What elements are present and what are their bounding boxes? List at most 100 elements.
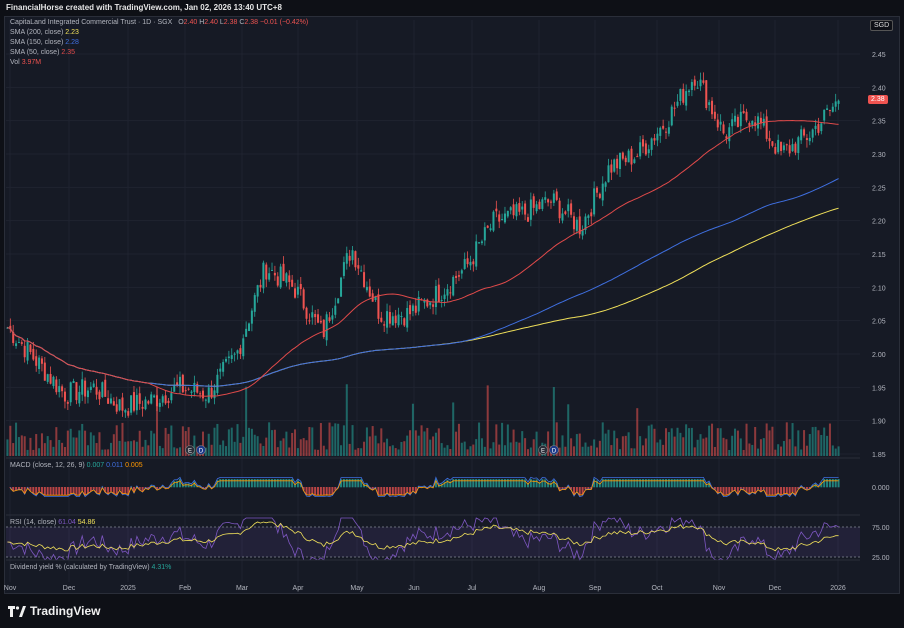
candle-body [305, 307, 308, 319]
volume-bar [141, 446, 144, 456]
macd-hist-bar [834, 479, 837, 488]
macd-hist-bar [222, 479, 225, 488]
candle-body [751, 120, 754, 125]
macd-hist-bar [777, 487, 780, 493]
volume-bar [696, 439, 699, 456]
volume-bar [719, 428, 722, 456]
candle-body [561, 213, 564, 221]
volume-bar [561, 435, 564, 456]
volume-bar [256, 436, 259, 456]
rsi-pane: 75.00 25.00 [6, 514, 890, 562]
candle-body [552, 193, 555, 203]
volume-bar [598, 440, 601, 456]
y-tick-label: 2.30 [872, 152, 886, 159]
tradingview-logo[interactable]: TradingView [8, 604, 100, 618]
volume-bar [460, 442, 463, 456]
volume-bar [95, 443, 98, 456]
macd-v3: 0.005 [125, 462, 143, 469]
chart-frame[interactable] [4, 16, 900, 594]
candle-body [785, 144, 788, 146]
sma200-legend[interactable]: SMA (200, close) 2.23 [10, 29, 79, 36]
vol-legend[interactable]: Vol 3.97M [10, 59, 41, 66]
macd-hist-bar [414, 487, 417, 493]
y-tick-label: 1.90 [872, 419, 886, 426]
volume-bar [242, 436, 245, 456]
symbol-legend[interactable]: CapitaLand Integrated Commercial Trust ·… [10, 19, 308, 26]
volume-bar [38, 448, 41, 456]
volume-bar [400, 442, 403, 456]
macd-hist-bar [699, 479, 702, 488]
volume-bar [75, 437, 78, 456]
candle-body [72, 380, 75, 384]
candle-body [466, 258, 469, 265]
grid-lines [6, 20, 860, 582]
volume-bar [138, 430, 141, 456]
macd-hist-bar [616, 479, 619, 488]
volume-bar [268, 422, 271, 456]
volume-bar [132, 440, 135, 456]
volume-bar [785, 422, 788, 456]
candle-body [115, 404, 118, 412]
macd-hist-bar [63, 487, 66, 496]
currency-badge[interactable]: SGD [870, 20, 894, 31]
candle-body [794, 143, 797, 153]
volume-bar [253, 434, 256, 456]
macd-hist-bar [176, 480, 179, 488]
volume-bar [207, 433, 210, 456]
volume-bar [771, 426, 774, 456]
macd-hist-bar [305, 487, 308, 495]
candle-body [831, 106, 834, 112]
candle-body [713, 111, 716, 119]
macd-hist-bar [443, 481, 446, 488]
macd-hist-bar [584, 487, 587, 490]
volume-bar [279, 440, 282, 456]
candle-body [417, 296, 420, 312]
macd-hist-bar [340, 479, 343, 488]
macd-hist-bar [828, 479, 831, 488]
volume-bar [230, 427, 233, 456]
candle-body [351, 250, 354, 261]
macd-hist-bar [722, 487, 725, 496]
volume-bar [104, 449, 107, 456]
candle-body [590, 212, 593, 217]
volume-bar [492, 442, 495, 456]
volume-bar [679, 432, 682, 456]
sma50-legend[interactable]: SMA (50, close) 2.35 [10, 49, 75, 56]
candle-body [489, 228, 492, 231]
macd-hist-bar [377, 487, 380, 496]
sma200-value: 2.23 [65, 29, 79, 36]
macd-hist-bar [713, 487, 716, 490]
candle-body [84, 380, 87, 397]
macd-hist-bar [633, 479, 636, 488]
macd-hist-bar [184, 483, 187, 488]
macd-hist-bar [457, 479, 460, 488]
volume-bar [650, 424, 653, 456]
candle-body [469, 261, 472, 266]
rsi-v2: 54.86 [77, 519, 96, 526]
macd-hist-bar [682, 479, 685, 488]
volume-bar [299, 439, 302, 456]
sma150-legend[interactable]: SMA (150, close) 2.28 [10, 39, 79, 46]
candle-body [633, 159, 636, 163]
y-tick-label: 2.15 [872, 252, 886, 259]
dividend-legend[interactable]: Dividend yield % (calculated by TradingV… [10, 564, 171, 571]
candle-body [363, 272, 366, 288]
macd-hist-bar [386, 487, 389, 493]
macd-legend[interactable]: MACD (close, 12, 26, 9) 0.007 0.011 0.00… [10, 462, 143, 469]
macd-hist-bar [627, 479, 630, 488]
macd-hist-bar [55, 487, 58, 496]
candle-body [26, 341, 29, 361]
macd-hist-bar [236, 479, 239, 488]
candle-body [800, 129, 803, 141]
rsi-legend[interactable]: RSI (14, close) 61.04 54.86 [10, 519, 95, 526]
macd-hist-bar [394, 487, 397, 496]
candle-body [253, 295, 256, 312]
candle-body [282, 263, 285, 282]
y-tick-label: 1.85 [872, 452, 886, 459]
macd-hist-bar [512, 479, 515, 488]
candle-body [308, 320, 311, 322]
macd-hist-bar [587, 487, 590, 489]
volume-bar [302, 438, 305, 456]
volume-bar [294, 429, 297, 456]
